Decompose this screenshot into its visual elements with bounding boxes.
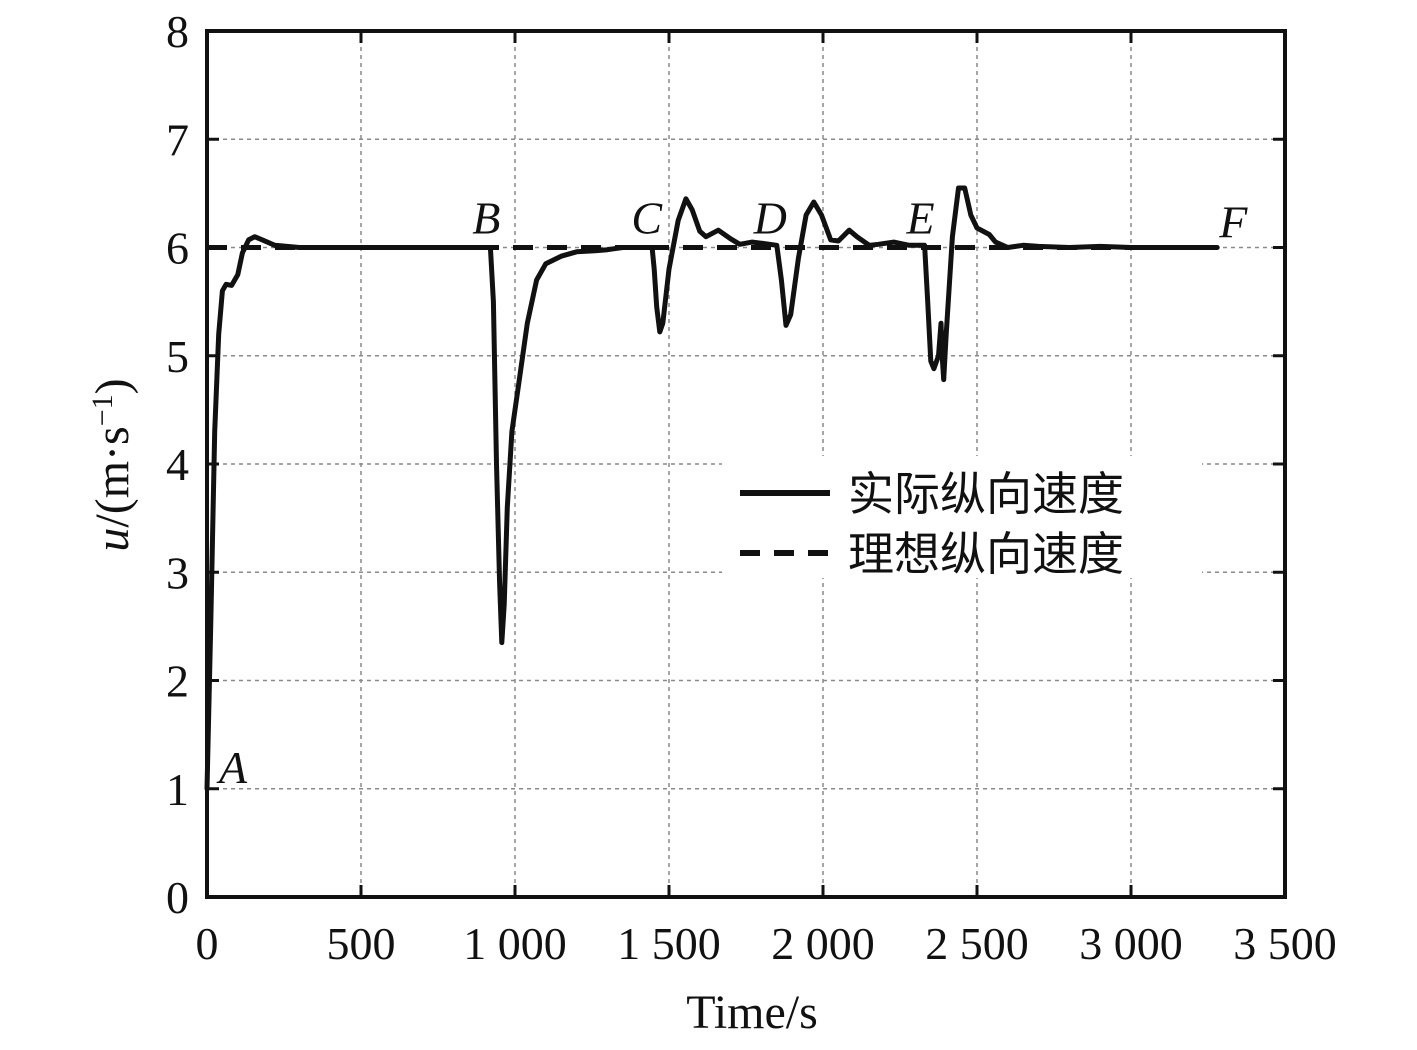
y-tick-label: 1	[166, 764, 189, 815]
point-annotations: A B C D E F	[216, 193, 1248, 793]
x-tick-label: 3 500	[1233, 918, 1337, 969]
legend-label-actual: 实际纵向速度	[848, 467, 1124, 521]
point-label-a: A	[216, 742, 248, 793]
legend: 实际纵向速度 理想纵向速度	[722, 456, 1202, 581]
actual-speed-line	[204, 185, 1220, 792]
y-axis-unit-close: )	[86, 378, 139, 394]
x-tick-label: 1 500	[617, 918, 721, 969]
y-tick-label: 8	[166, 6, 189, 57]
y-tick-label: 6	[166, 223, 189, 274]
x-tick-label: 0	[196, 918, 219, 969]
y-tick-label: 7	[166, 114, 189, 165]
y-tick-label: 3	[166, 547, 189, 598]
x-tick-label: 2 000	[771, 918, 875, 969]
point-label-b: B	[472, 193, 500, 244]
axis-ticks: 0 500 1 000 1 500 2 000 2 500 3 000 3 500 0 1 2 3 4 5…	[166, 6, 1337, 969]
point-label-e: E	[906, 193, 935, 244]
x-tick-label: 500	[327, 918, 396, 969]
legend-background	[722, 456, 1202, 578]
legend-label-ideal: 理想纵向速度	[848, 527, 1124, 581]
y-axis-unit-exponent: −1	[86, 394, 119, 426]
x-tick-label: 2 500	[925, 918, 1029, 969]
y-tick-label: 5	[166, 331, 189, 382]
y-tick-label: 4	[166, 439, 189, 490]
point-label-f: F	[1218, 197, 1248, 248]
x-tick-label: 1 000	[463, 918, 567, 969]
point-label-c: C	[631, 193, 663, 244]
series-layer	[204, 185, 1220, 792]
point-label-d: D	[753, 193, 787, 244]
y-axis-unit: /(m·s	[86, 426, 139, 527]
x-tick-label: 3 000	[1079, 918, 1183, 969]
y-axis-title: u/(m·s−1)	[86, 378, 140, 551]
x-axis-title: Time/s	[686, 986, 818, 1039]
y-axis-variable: u	[86, 528, 139, 552]
y-tick-label: 2	[166, 656, 189, 707]
y-tick-label: 0	[166, 872, 189, 923]
